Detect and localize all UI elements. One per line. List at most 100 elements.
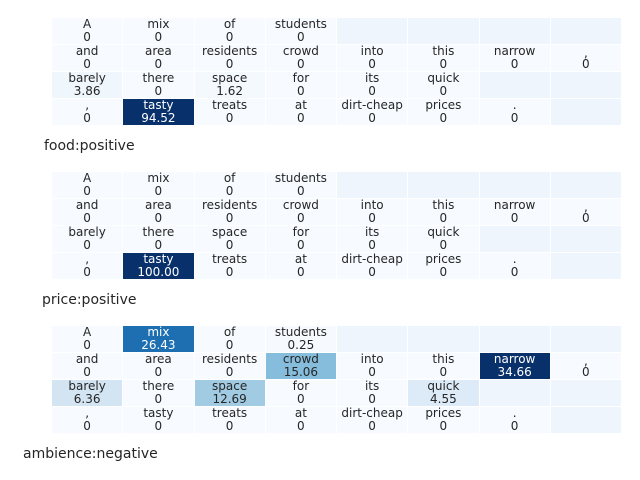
cell-word: into [360,44,384,58]
cell-value: 0 [83,111,91,125]
heatmap-cell: residents 0 [194,353,266,380]
cell-word: this [432,352,455,366]
heatmap-cell: .0 [479,406,551,434]
cell-word: . [512,406,517,420]
heatmap-cell: treats 0 [194,99,266,126]
heatmap-title: food:positive [44,138,135,154]
heatmap-cell: ,0 [52,407,124,434]
cell-value: 0 [225,211,234,225]
cell-value: 0 [439,265,448,279]
cell-word: and [75,44,99,58]
cell-word: narrow [493,198,536,212]
cell-word: treats [212,406,248,420]
cell-word: there [142,71,175,85]
cell-word: tasty [143,98,174,112]
heatmap-cell [408,18,480,45]
cell-word: quick [427,71,460,85]
cell-value: 0 [297,211,305,225]
cell-word: at [294,98,307,112]
cell-word: this [432,44,455,58]
heatmap-cell [550,407,622,434]
cell-word: of [223,325,236,339]
cell-word: its [364,71,380,85]
heatmap-cell: ,0 [550,45,622,72]
cell-value: 15.06 [283,365,319,379]
heatmap-cell: quick 4.55 [408,380,480,407]
heatmap-cell: its 0 [337,226,409,253]
heatmap-cell [337,172,409,199]
cell-word: , [583,200,588,214]
cell-word: into [360,198,384,212]
cell-value: 0 [154,184,163,198]
heatmap-panel: A 0 mix 0 of 0 students 0 and 0 area 0 residents 0 cro… [52,172,622,280]
cell-word: barely [68,71,106,85]
heatmap-cell: ,0 [52,253,124,280]
cell-value: 26.43 [141,338,176,352]
cell-value: 3.86 [73,84,101,98]
heatmap-cell: its 0 [337,71,409,99]
heatmap-cell: treats 0 [194,253,266,280]
cell-value: 0 [510,265,519,279]
cell-value: 0 [83,419,91,433]
cell-value: 0 [225,365,234,379]
cell-word: into [360,352,384,366]
cell-word: mix [147,17,170,31]
heatmap-cell: and 0 [52,44,124,72]
cell-value: 0 [510,111,519,125]
heatmap-cell: dirt-cheap 0 [337,99,409,126]
cell-value: 0 [225,238,234,252]
heatmap-cell: its 0 [337,379,409,407]
cell-value: 0 [582,57,590,71]
heatmap-cell: area 0 [123,199,195,226]
cell-value: 0 [439,111,448,125]
cell-word: for [292,71,310,85]
heatmap-cell: there 0 [123,226,195,253]
heatmap-cell [550,326,622,353]
heatmap-title: price:positive [42,292,137,308]
heatmap-cell: tasty 94.52 [123,98,195,126]
heatmap-cell: narrow 34.66 [479,353,551,380]
cell-word: area [144,44,172,58]
heatmap-cell: of 0 [194,171,266,199]
cell-word: mix [147,171,170,185]
cell-word: A [83,17,92,31]
cell-word: for [292,379,310,393]
cell-value: 0 [225,111,234,125]
cell-value: 0 [225,30,234,44]
cell-value: 0 [510,419,519,433]
cell-value: 0 [368,365,376,379]
cell-value: 0 [297,57,305,71]
cell-word: of [223,171,236,185]
cell-value: 0 [225,338,234,352]
cell-word: . [512,252,517,266]
heatmap-cell: prices 0 [408,407,480,434]
cell-word: prices [425,98,462,112]
heatmap-cell: of 0 [194,18,266,45]
cell-value: 0 [439,57,448,71]
cell-value: 94.52 [141,111,176,125]
cell-word: , [583,354,588,368]
heatmap-cell: narrow 0 [479,45,551,72]
heatmap-cell: residents 0 [194,45,266,72]
cell-value: 0 [368,111,376,125]
cell-value: 0 [154,392,163,406]
cell-value: 0 [297,184,305,198]
cell-word: its [364,379,380,393]
heatmap-cell: space 12.69 [194,380,266,407]
cell-word: crowd [282,352,319,366]
cell-value: 0 [83,338,91,352]
cell-value: 1.62 [216,84,243,98]
heatmap-cell: .0 [479,99,551,126]
heatmap-cell: of 0 [194,325,266,353]
cell-value: 0.25 [287,338,315,352]
heatmap-cell: at 0 [265,253,337,280]
heatmap-cell: and 0 [52,199,124,226]
heatmap-grid: A 0 mix 0 of 0 students 0 and 0 area 0 residents 0 cro… [52,18,622,126]
heatmap-panel: A 0 mix 0 of 0 students 0 and 0 area 0 residents 0 cro… [52,18,622,126]
cell-value: 0 [368,238,376,252]
heatmap-cell [550,253,622,280]
heatmap-cell: barely 0 [52,226,124,253]
cell-value: 0 [510,57,519,71]
